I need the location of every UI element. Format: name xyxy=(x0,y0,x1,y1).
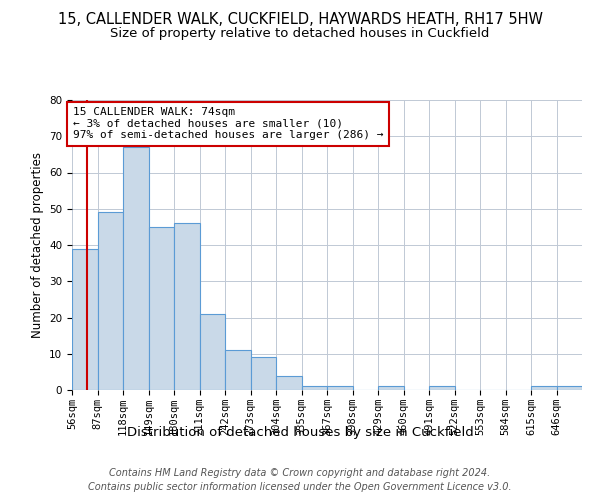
Bar xyxy=(174,223,199,390)
Bar xyxy=(557,386,582,390)
Bar xyxy=(327,386,353,390)
Bar xyxy=(429,386,455,390)
Bar xyxy=(302,386,327,390)
Y-axis label: Number of detached properties: Number of detached properties xyxy=(31,152,44,338)
Bar xyxy=(276,376,302,390)
Bar xyxy=(199,314,225,390)
Text: Contains public sector information licensed under the Open Government Licence v3: Contains public sector information licen… xyxy=(88,482,512,492)
Bar xyxy=(149,227,174,390)
Text: Distribution of detached houses by size in Cuckfield: Distribution of detached houses by size … xyxy=(127,426,473,439)
Bar xyxy=(225,350,251,390)
Bar xyxy=(251,358,276,390)
Bar xyxy=(123,147,149,390)
Text: Size of property relative to detached houses in Cuckfield: Size of property relative to detached ho… xyxy=(110,28,490,40)
Text: 15 CALLENDER WALK: 74sqm
← 3% of detached houses are smaller (10)
97% of semi-de: 15 CALLENDER WALK: 74sqm ← 3% of detache… xyxy=(73,108,383,140)
Bar xyxy=(72,248,97,390)
Bar xyxy=(378,386,404,390)
Bar xyxy=(531,386,557,390)
Bar xyxy=(97,212,123,390)
Text: Contains HM Land Registry data © Crown copyright and database right 2024.: Contains HM Land Registry data © Crown c… xyxy=(109,468,491,477)
Text: 15, CALLENDER WALK, CUCKFIELD, HAYWARDS HEATH, RH17 5HW: 15, CALLENDER WALK, CUCKFIELD, HAYWARDS … xyxy=(58,12,542,28)
